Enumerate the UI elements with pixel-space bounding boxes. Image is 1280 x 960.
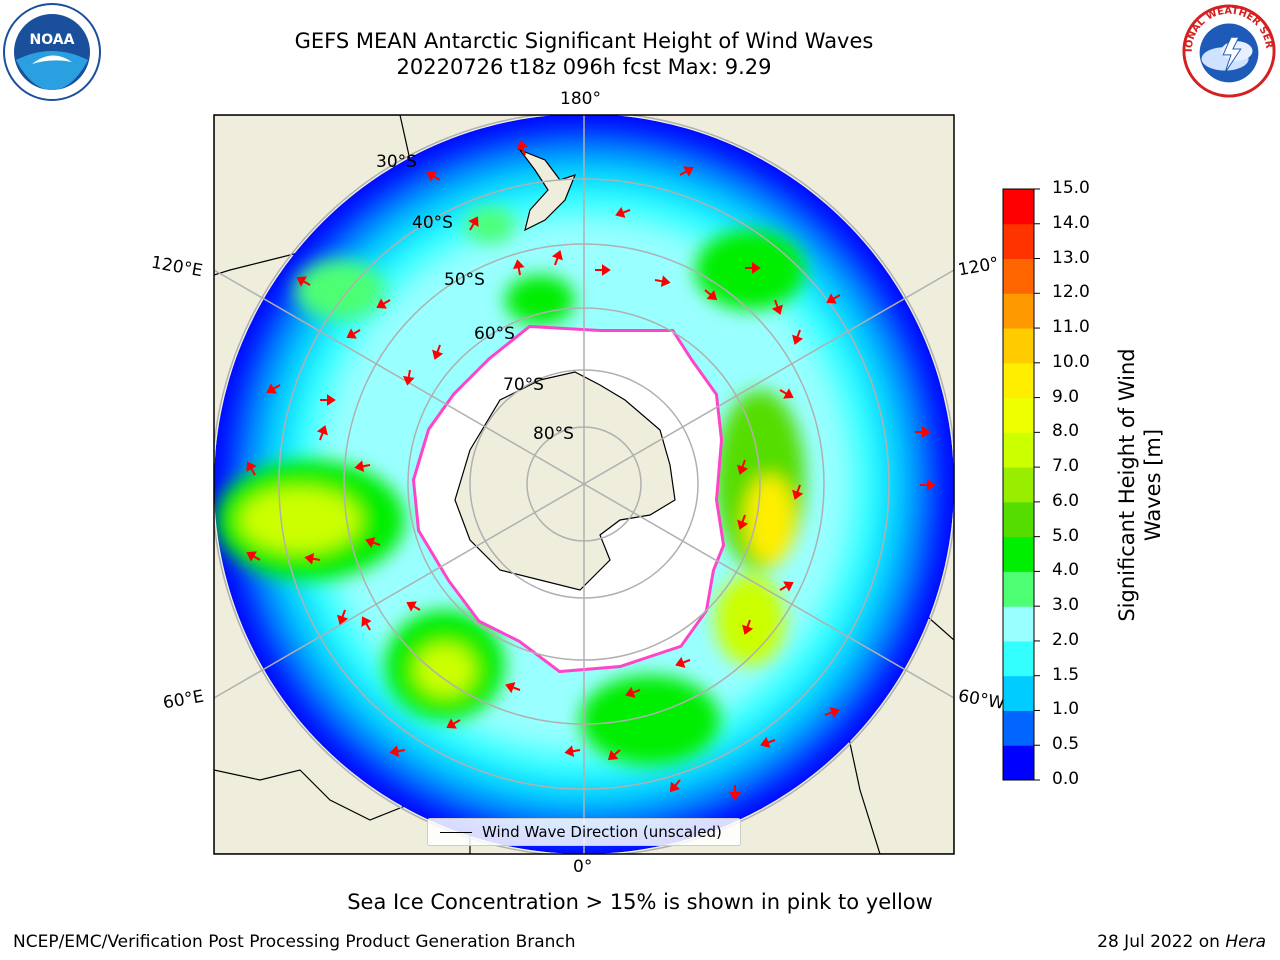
colorbar-tick-label: 5.0 (1052, 525, 1080, 546)
footer-credit: NCEP/EMC/Verification Post Processing Pr… (13, 932, 576, 952)
sea-ice-note: Sea Ice Concentration > 15% is shown in … (347, 890, 933, 914)
colorbar-tick-label: 3.0 (1052, 595, 1080, 616)
land-antarctica (454, 371, 676, 591)
wind-wave-arrows (246, 140, 936, 801)
colorbar-tick-label: 10.0 (1052, 351, 1090, 372)
map-legend: Wind Wave Direction (unscaled) (427, 818, 741, 846)
lat-label-50s: 50°S (444, 270, 485, 290)
land-africa (214, 769, 471, 854)
noaa-logo: NOAA (3, 3, 101, 101)
land-new-zealand (518, 148, 577, 232)
colorbar-tick-label: 1.5 (1052, 664, 1080, 685)
footer-date: 28 Jul 2022 on Hera (1097, 932, 1266, 952)
lat-label-80s: 80°S (533, 424, 574, 444)
colorbar-tick-label: 12.0 (1052, 282, 1090, 303)
colorbar-tick-label: 4.0 (1052, 560, 1080, 581)
colorbar-tick-label: 0.0 (1052, 769, 1080, 789)
graticule (214, 115, 954, 854)
colorbar-tick-label: 14.0 (1052, 212, 1090, 233)
colorbar-tick-label: 15.0 (1052, 178, 1090, 198)
legend-label: Wind Wave Direction (unscaled) (482, 823, 722, 841)
map-frame (213, 114, 955, 855)
nws-logo: NATIONAL WEATHER SERVICE (1180, 2, 1276, 98)
lat-label-40s: 40°S (412, 213, 453, 233)
lat-label-30s: 30°S (376, 152, 417, 172)
colorbar-tick-label: 6.0 (1052, 490, 1080, 511)
colorbar-tick-label: 13.0 (1052, 247, 1090, 268)
lon-label-0: 0° (573, 857, 593, 877)
colorbar-tick-label: 8.0 (1052, 421, 1080, 442)
colorbar-tick-label: 1.0 (1052, 699, 1080, 720)
colorbar-tick-label: 7.0 (1052, 456, 1080, 477)
chart-title: GEFS MEAN Antarctic Significant Height o… (294, 29, 874, 53)
colorbar-tick-label: 2.0 (1052, 629, 1080, 650)
lon-label-180: 180° (560, 89, 601, 109)
lat-label-60s: 60°S (474, 324, 515, 344)
footer-date-text: 28 Jul 2022 on (1097, 932, 1226, 952)
footer-machine: Hera (1225, 932, 1266, 952)
colorbar-tick-label: 0.5 (1052, 734, 1080, 755)
colorbar-label: Significant Height of Wind Waves [m] (1115, 348, 1165, 622)
chart-subtitle-forecast: 20220726 t18z 096h fcst Max: 9.29 (396, 55, 772, 79)
colorbar-tick-label: 11.0 (1052, 317, 1090, 338)
legend-line-sample (440, 831, 472, 833)
lat-label-70s: 70°S (503, 375, 544, 395)
colorbar-tick-label: 9.0 (1052, 386, 1080, 407)
svg-text:NOAA: NOAA (30, 32, 75, 48)
